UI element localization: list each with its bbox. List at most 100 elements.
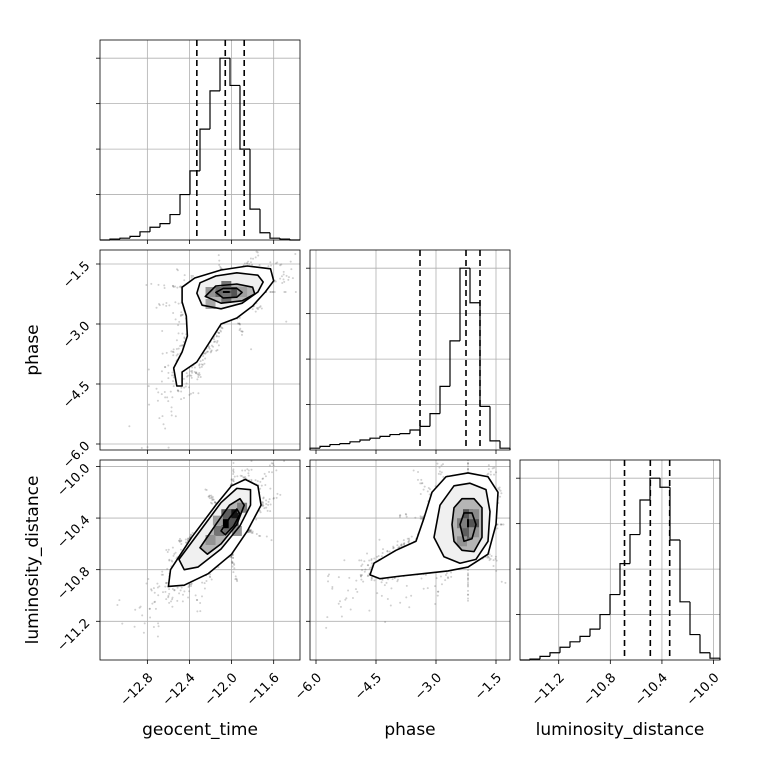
sample-point (267, 503, 270, 506)
sample-point (242, 476, 245, 479)
hist-bin-geocent-time (259, 209, 270, 234)
sample-point (166, 551, 169, 554)
sample-point (145, 582, 148, 585)
sample-point (285, 274, 288, 277)
sample-point (511, 524, 513, 526)
sample-point (179, 589, 182, 592)
sample-point (250, 460, 253, 462)
sample-point (156, 582, 159, 585)
sample-point (208, 494, 211, 497)
sample-point (145, 283, 148, 286)
sample-point (279, 277, 282, 280)
sample-point (164, 585, 167, 588)
sample-point (217, 335, 220, 338)
sample-point (190, 374, 193, 377)
sample-point (204, 357, 207, 360)
sample-point (269, 503, 272, 506)
sample-point (283, 453, 285, 455)
sample-point (183, 590, 186, 593)
density-block (221, 509, 232, 520)
sample-point (203, 582, 206, 585)
sample-point (181, 593, 184, 596)
sample-point (235, 445, 237, 447)
sample-point (177, 347, 180, 350)
sample-point (198, 363, 201, 366)
sample-point (165, 598, 168, 601)
sample-point (202, 355, 205, 358)
sample-point (233, 475, 236, 478)
sample-point (208, 497, 211, 500)
sample-point (172, 312, 175, 315)
sample-point (165, 304, 168, 307)
sample-point (205, 488, 208, 491)
sample-point (232, 562, 235, 565)
sample-point (172, 348, 175, 351)
sample-point (196, 598, 199, 601)
sample-point (233, 567, 236, 570)
sample-point (251, 263, 254, 266)
hist-bin-phase (329, 443, 340, 447)
sample-point (167, 364, 170, 367)
sample-point (171, 546, 174, 549)
sample-point (196, 610, 199, 613)
sample-point (220, 267, 223, 270)
sample-point (407, 541, 410, 544)
hist-bin-phase (439, 385, 450, 414)
x-tick-label-phase: −1.5 (472, 670, 505, 703)
hist-bin-geocent-time (159, 223, 170, 228)
sample-point (178, 539, 181, 542)
sample-point (211, 499, 214, 502)
sample-point (165, 301, 168, 304)
sample-point (189, 535, 192, 538)
sample-point (146, 446, 149, 449)
sample-point (257, 306, 260, 309)
sample-point (172, 351, 175, 354)
sample-point (160, 370, 163, 373)
sample-point (270, 462, 273, 465)
sample-point (164, 590, 167, 593)
sample-point (244, 469, 247, 472)
sample-point (198, 373, 201, 376)
sample-point (176, 599, 179, 602)
sample-point (234, 453, 236, 455)
sample-point (268, 471, 271, 474)
hist-bin-phase (379, 435, 390, 439)
sample-point (186, 538, 189, 541)
sample-point (176, 269, 179, 272)
sample-point (270, 539, 273, 542)
hist-bin-geocent-time (149, 226, 160, 232)
sample-point (180, 386, 183, 389)
sample-point (150, 282, 153, 285)
sample-point (355, 579, 358, 582)
sample-point (271, 291, 274, 293)
sample-point (212, 345, 215, 348)
sample-point (193, 370, 196, 373)
sample-point (128, 425, 131, 428)
sample-point (270, 291, 273, 293)
hist-bin-phase (369, 437, 380, 440)
sample-point (376, 555, 379, 558)
sample-point (231, 562, 234, 565)
sample-point (151, 451, 153, 453)
sample-point (178, 592, 181, 595)
sample-point (362, 580, 365, 583)
sample-point (281, 282, 284, 285)
sample-point (434, 603, 437, 606)
sample-point (141, 614, 144, 617)
sample-point (193, 366, 196, 369)
sample-point (195, 599, 198, 602)
sample-point (231, 553, 234, 556)
sample-point (160, 393, 163, 396)
sample-point (236, 322, 239, 325)
sample-point (289, 260, 292, 263)
geocent-time-vs-luminosity-distance-contour-line (199, 497, 246, 555)
sample-point (157, 622, 160, 625)
sample-point (248, 531, 251, 534)
sample-point (405, 584, 408, 587)
sample-point (241, 330, 244, 333)
sample-point (172, 380, 175, 383)
y-tick-label-phase: −1.5 (60, 259, 93, 292)
sample-point (172, 286, 175, 289)
hist-bin-geocent-time (219, 57, 230, 91)
sample-point (143, 622, 146, 625)
